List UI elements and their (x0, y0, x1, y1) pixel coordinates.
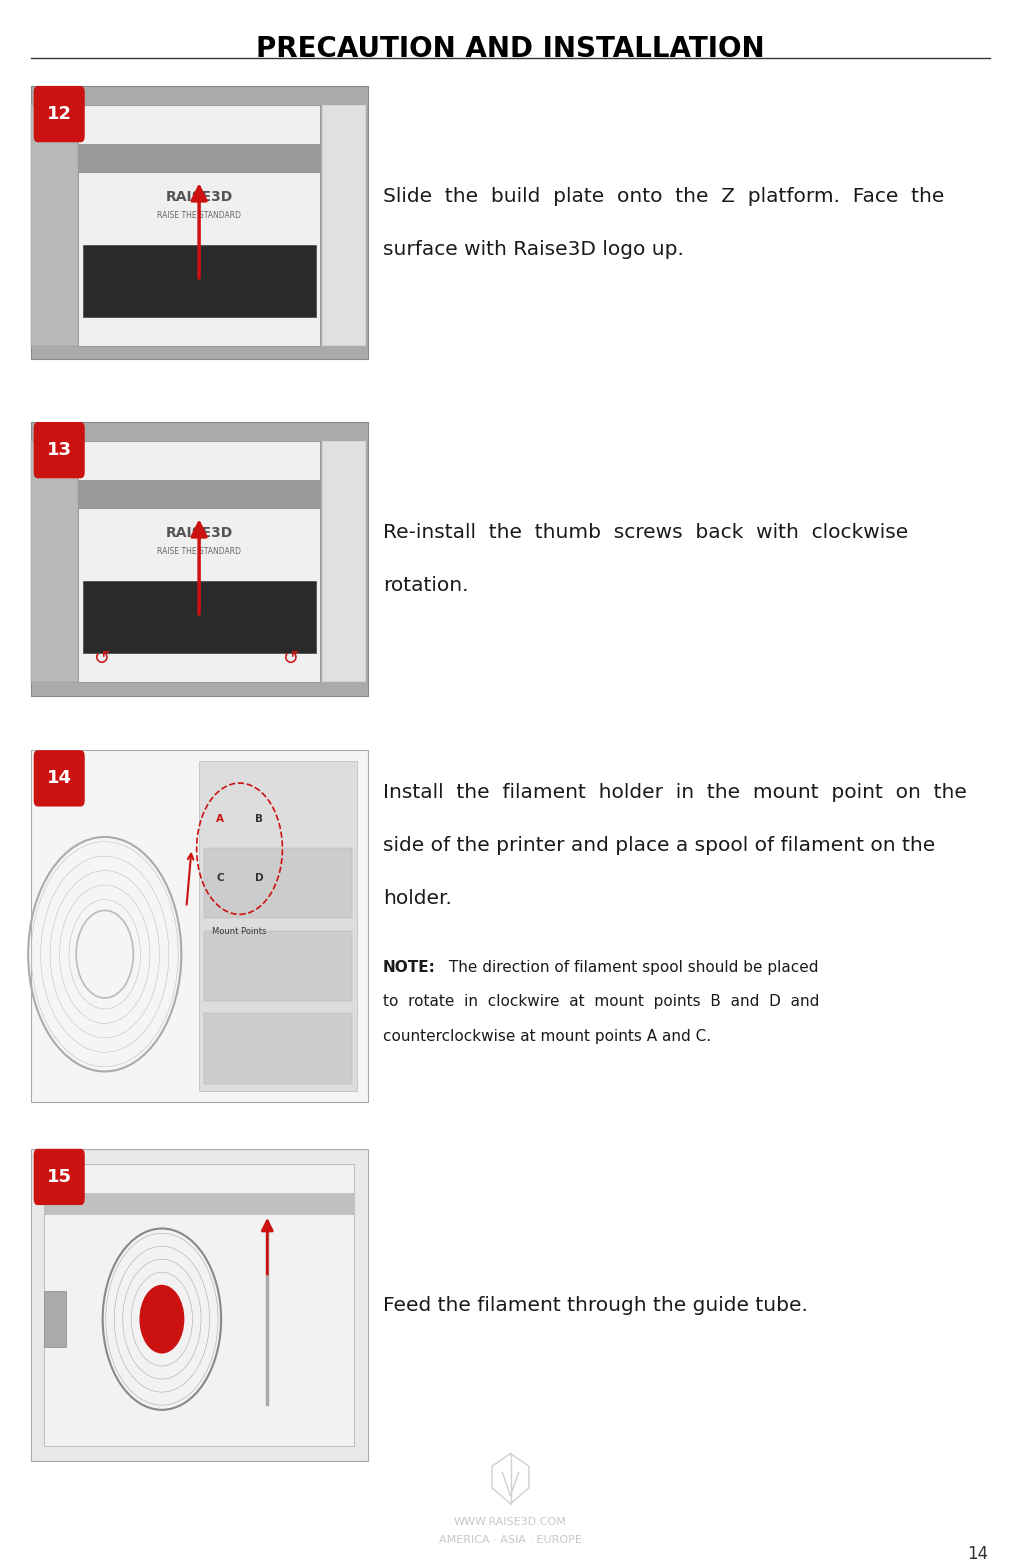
Text: Install  the  filament  holder  in  the  mount  point  on  the: Install the filament holder in the mount… (383, 783, 967, 802)
Text: RAISE3D: RAISE3D (165, 525, 233, 539)
Text: ↺: ↺ (283, 649, 299, 667)
FancyBboxPatch shape (204, 849, 352, 919)
Text: RAISE THE STANDARD: RAISE THE STANDARD (157, 211, 241, 220)
Text: surface with Raise3D logo up.: surface with Raise3D logo up. (383, 239, 684, 259)
Text: NOTE:: NOTE: (383, 960, 436, 975)
Text: 15: 15 (47, 1168, 71, 1186)
Text: rotation.: rotation. (383, 575, 469, 596)
Text: to  rotate  in  clockwire  at  mount  points  B  and  D  and: to rotate in clockwire at mount points B… (383, 994, 819, 1010)
FancyBboxPatch shape (78, 105, 321, 345)
Text: 12: 12 (47, 105, 71, 123)
FancyBboxPatch shape (31, 105, 78, 345)
Text: Re-install  the  thumb  screws  back  with  clockwise: Re-install the thumb screws back with cl… (383, 522, 908, 542)
Text: Slide  the  build  plate  onto  the  Z  platform.  Face  the: Slide the build plate onto the Z platfor… (383, 186, 944, 206)
FancyBboxPatch shape (44, 1193, 354, 1214)
Circle shape (140, 1285, 185, 1354)
FancyBboxPatch shape (34, 1149, 85, 1205)
Text: 14: 14 (47, 769, 71, 788)
Text: The direction of filament spool should be placed: The direction of filament spool should b… (444, 960, 819, 975)
FancyBboxPatch shape (31, 1149, 368, 1461)
Text: ↺: ↺ (94, 649, 110, 667)
FancyBboxPatch shape (323, 105, 366, 345)
FancyBboxPatch shape (44, 1291, 65, 1347)
Text: A: A (216, 814, 225, 824)
Text: WWW.RAISE3D.COM: WWW.RAISE3D.COM (454, 1518, 567, 1527)
Text: RAISE3D: RAISE3D (165, 189, 233, 203)
Text: C: C (216, 874, 224, 883)
Text: PRECAUTION AND INSTALLATION: PRECAUTION AND INSTALLATION (256, 36, 765, 63)
FancyBboxPatch shape (31, 750, 368, 1102)
FancyBboxPatch shape (31, 86, 368, 359)
FancyBboxPatch shape (34, 750, 85, 807)
Text: 14: 14 (967, 1544, 988, 1563)
FancyBboxPatch shape (204, 1013, 352, 1083)
FancyBboxPatch shape (83, 581, 315, 653)
Text: Mount Points: Mount Points (212, 927, 266, 936)
Text: 13: 13 (47, 441, 71, 460)
FancyBboxPatch shape (204, 930, 352, 1000)
FancyBboxPatch shape (78, 480, 321, 508)
Text: B: B (255, 814, 262, 824)
FancyBboxPatch shape (199, 761, 357, 1091)
Text: counterclockwise at mount points A and C.: counterclockwise at mount points A and C… (383, 1028, 711, 1044)
Text: AMERICA · ASIA · EUROPE: AMERICA · ASIA · EUROPE (439, 1535, 582, 1544)
FancyBboxPatch shape (44, 1164, 354, 1446)
FancyBboxPatch shape (83, 245, 315, 317)
FancyBboxPatch shape (34, 422, 85, 478)
FancyBboxPatch shape (78, 441, 321, 681)
Text: side of the printer and place a spool of filament on the: side of the printer and place a spool of… (383, 836, 935, 855)
Text: holder.: holder. (383, 889, 451, 908)
Text: Feed the filament through the guide tube.: Feed the filament through the guide tube… (383, 1296, 808, 1314)
FancyBboxPatch shape (34, 86, 85, 142)
Text: D: D (254, 874, 263, 883)
FancyBboxPatch shape (323, 441, 366, 681)
FancyBboxPatch shape (78, 144, 321, 172)
Text: RAISE THE STANDARD: RAISE THE STANDARD (157, 547, 241, 556)
FancyBboxPatch shape (31, 422, 368, 696)
FancyBboxPatch shape (31, 441, 78, 681)
